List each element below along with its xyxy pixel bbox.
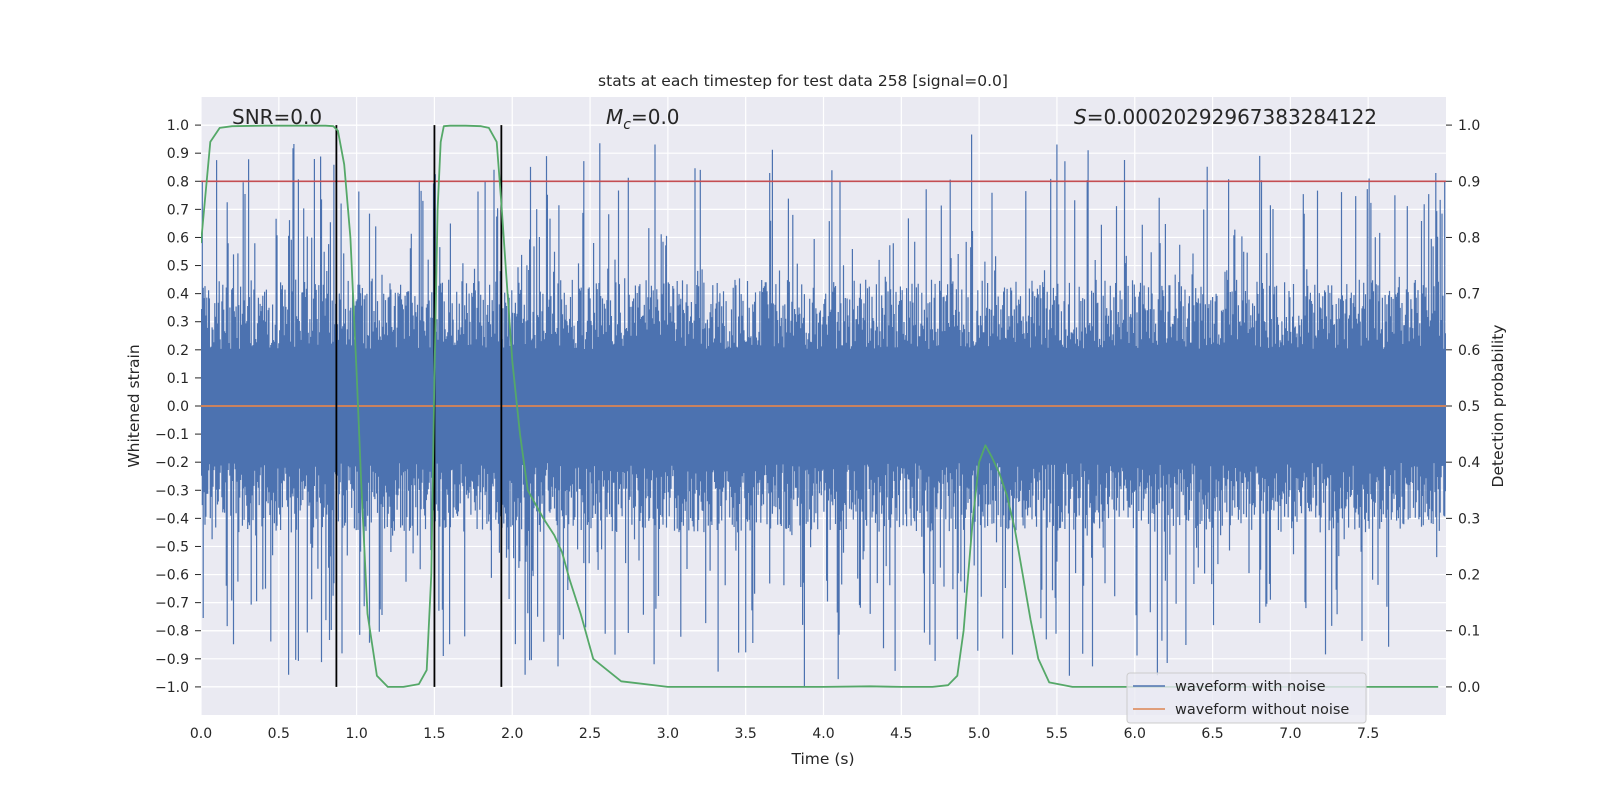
chirp-mass-subscript: c bbox=[623, 117, 631, 133]
y-tick-label: −0.3 bbox=[155, 483, 189, 499]
y2-tick-label: 0.9 bbox=[1458, 174, 1480, 190]
chirp-mass-symbol: M bbox=[606, 105, 623, 129]
x-tick-label: 1.0 bbox=[345, 726, 367, 742]
x-tick-label: 6.0 bbox=[1124, 726, 1146, 742]
y2-tick-label: 1.0 bbox=[1458, 118, 1480, 134]
y2-tick-label: 0.7 bbox=[1458, 287, 1480, 303]
y-tick-label: −0.8 bbox=[155, 624, 189, 640]
y-tick-label: −1.0 bbox=[155, 680, 189, 696]
y-tick-label: −0.6 bbox=[155, 568, 189, 584]
x-tick-label: 3.5 bbox=[735, 726, 757, 742]
y2-tick-label: 0.8 bbox=[1458, 230, 1480, 246]
y-tick-label: 0.5 bbox=[167, 259, 189, 275]
x-tick-label: 3.0 bbox=[657, 726, 679, 742]
x-axis-label: Time (s) bbox=[790, 750, 854, 768]
chirp-mass-annotation: Mc=0.0 bbox=[606, 105, 680, 133]
y2-tick-label: 0.2 bbox=[1458, 568, 1480, 584]
score-value: =0.00020292967383284122 bbox=[1087, 105, 1377, 129]
score-symbol: S bbox=[1074, 105, 1087, 129]
x-tick-label: 2.5 bbox=[579, 726, 601, 742]
x-tick-label: 7.0 bbox=[1279, 726, 1301, 742]
axis-ticks: 0.0 0.5 1.0 1.5 2.0 2.5 3.0 3.5 4.0 4.5 5.0 5.5 6.0 6… bbox=[155, 118, 1480, 742]
y-tick-label: 0.8 bbox=[167, 174, 189, 190]
snr-annotation: SNR=0.0 bbox=[232, 105, 322, 129]
y2-tick-label: 0.4 bbox=[1458, 455, 1480, 471]
y-tick-label: −0.5 bbox=[155, 539, 189, 555]
y-axis-label: Whitened strain bbox=[125, 344, 143, 467]
x-tick-label: 4.0 bbox=[812, 726, 834, 742]
chart-title: stats at each timestep for test data 258… bbox=[598, 72, 1008, 90]
chirp-mass-value: =0.0 bbox=[631, 105, 680, 129]
detection-probability-line bbox=[201, 124, 1439, 688]
y-tick-label: 1.0 bbox=[167, 118, 189, 134]
y-tick-label: 0.0 bbox=[167, 399, 189, 415]
score-annotation: S=0.00020292967383284122 bbox=[1074, 105, 1377, 129]
x-tick-label: 2.0 bbox=[501, 726, 523, 742]
y-tick-label: 0.9 bbox=[167, 146, 189, 162]
probability-layer bbox=[201, 124, 1439, 688]
y2-tick-label: 0.1 bbox=[1458, 624, 1480, 640]
x-tick-label: 1.5 bbox=[423, 726, 445, 742]
y2-tick-label: 0.3 bbox=[1458, 511, 1480, 527]
y-tick-label: 0.2 bbox=[167, 343, 189, 359]
y2-tick-label: 0.6 bbox=[1458, 343, 1480, 359]
y-tick-label: 0.6 bbox=[167, 230, 189, 246]
x-tick-label: 5.0 bbox=[968, 726, 990, 742]
y-tick-label: 0.4 bbox=[167, 287, 189, 303]
x-tick-label: 4.5 bbox=[890, 726, 912, 742]
y-tick-label: −0.4 bbox=[155, 511, 189, 527]
y-tick-label: −0.7 bbox=[155, 596, 189, 612]
x-tick-label: 0.5 bbox=[268, 726, 290, 742]
legend-label-clean: waveform without noise bbox=[1175, 702, 1349, 718]
y-tick-label: 0.1 bbox=[167, 371, 189, 387]
legend: waveform with noise waveform without noi… bbox=[1126, 672, 1367, 724]
x-tick-label: 7.5 bbox=[1357, 726, 1379, 742]
y-tick-label: 0.7 bbox=[167, 202, 189, 218]
y2-tick-label: 0.0 bbox=[1458, 680, 1480, 696]
x-tick-label: 5.5 bbox=[1046, 726, 1068, 742]
legend-box bbox=[1126, 672, 1367, 724]
legend-label-noisy: waveform with noise bbox=[1175, 679, 1326, 695]
y-tick-label: −0.2 bbox=[155, 455, 189, 471]
x-tick-label: 0.0 bbox=[190, 726, 212, 742]
y-tick-label: −0.1 bbox=[155, 427, 189, 443]
y-tick-label: 0.3 bbox=[167, 315, 189, 331]
y2-tick-label: 0.5 bbox=[1458, 399, 1480, 415]
x-tick-label: 6.5 bbox=[1201, 726, 1223, 742]
y-tick-label: −0.9 bbox=[155, 652, 189, 668]
y2-axis-label: Detection probability bbox=[1489, 325, 1507, 488]
